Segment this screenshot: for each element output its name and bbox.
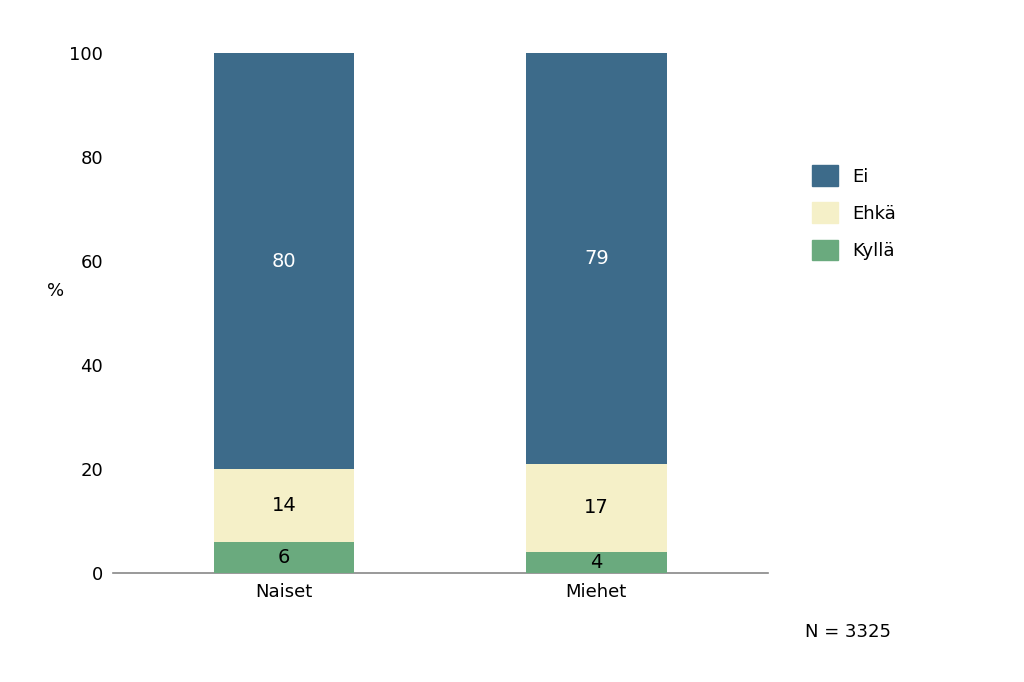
Text: 6: 6 — [279, 548, 291, 567]
Text: 14: 14 — [272, 496, 297, 515]
Bar — [214, 542, 354, 573]
Text: N = 3325: N = 3325 — [805, 623, 891, 641]
Bar — [526, 53, 667, 464]
Y-axis label: %: % — [46, 282, 63, 300]
Text: 4: 4 — [590, 553, 602, 572]
Bar — [526, 552, 667, 573]
Legend: Ei, Ehkä, Kyllä: Ei, Ehkä, Kyllä — [803, 156, 905, 269]
Bar — [526, 464, 667, 552]
Text: 17: 17 — [584, 499, 608, 518]
Text: 80: 80 — [272, 252, 297, 271]
Bar — [214, 53, 354, 469]
Text: 79: 79 — [584, 249, 608, 268]
Bar — [214, 469, 354, 542]
